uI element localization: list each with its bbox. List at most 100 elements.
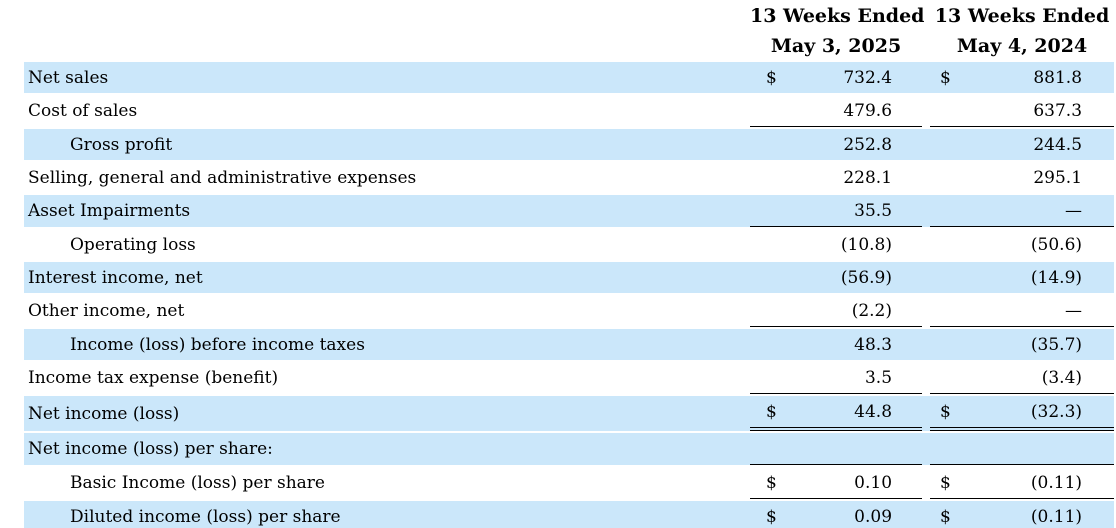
value-2024: (0.11) bbox=[958, 501, 1115, 528]
row-interest-income-net: Interest income, net (56.9) (14.9) bbox=[24, 262, 1115, 293]
row-label: Selling, general and administrative expe… bbox=[28, 167, 417, 188]
value-2024 bbox=[958, 433, 1115, 465]
row-label: Net sales bbox=[24, 62, 750, 93]
currency-spacer bbox=[750, 262, 780, 293]
header-row-date: May 3, 2025 May 4, 2024 bbox=[24, 32, 1114, 60]
column-gap bbox=[922, 129, 931, 160]
row-income-tax-expense: Income tax expense (benefit) 3.5 (3.4) bbox=[24, 362, 1115, 394]
currency-spacer bbox=[750, 433, 780, 465]
column-gap bbox=[922, 162, 930, 193]
value-2024: — bbox=[958, 195, 1115, 227]
value-2025: 35.5 bbox=[780, 195, 923, 227]
currency-spacer bbox=[930, 129, 959, 160]
header-label-spacer bbox=[24, 2, 750, 30]
column-gap bbox=[922, 433, 931, 465]
currency-spacer bbox=[750, 329, 780, 360]
currency-spacer bbox=[750, 229, 780, 260]
header-row-period: 13 Weeks Ended 13 Weeks Ended bbox=[24, 2, 1114, 30]
row-label: Asset Impairments bbox=[24, 195, 750, 227]
column-gap bbox=[922, 62, 931, 93]
value-2025: 0.09 bbox=[780, 501, 923, 528]
column-gap bbox=[922, 262, 931, 293]
currency-symbol: $ bbox=[930, 396, 959, 431]
value-2025: 3.5 bbox=[780, 362, 923, 394]
value-2024: (3.4) bbox=[958, 362, 1115, 394]
value-2025 bbox=[780, 433, 923, 465]
currency-symbol: $ bbox=[750, 501, 780, 528]
value-2024: 637.3 bbox=[958, 95, 1115, 127]
row-label: Basic Income (loss) per share bbox=[70, 473, 325, 493]
value-2025: 479.6 bbox=[780, 95, 923, 127]
currency-spacer bbox=[750, 129, 780, 160]
row-label: Income (loss) before income taxes bbox=[24, 329, 750, 360]
value-2024: (35.7) bbox=[958, 329, 1115, 360]
value-2025: (2.2) bbox=[780, 295, 923, 327]
currency-symbol: $ bbox=[750, 62, 780, 93]
row-other-income-net: Other income, net (2.2) — bbox=[24, 295, 1115, 327]
row-label: Interest income, net bbox=[24, 262, 750, 293]
row-operating-loss: Operating loss (10.8) (50.6) bbox=[24, 229, 1114, 260]
value-2024: 881.8 bbox=[958, 62, 1115, 93]
row-net-sales: Net sales $ 732.4 $ 881.8 bbox=[24, 62, 1115, 93]
currency-spacer bbox=[750, 362, 780, 394]
column-gap bbox=[922, 396, 931, 431]
currency-spacer bbox=[930, 195, 959, 227]
row-label: Income tax expense (benefit) bbox=[28, 368, 279, 388]
column-gap bbox=[922, 329, 931, 360]
header-label-spacer bbox=[24, 32, 750, 60]
row-net-income-loss: Net income (loss) $ 44.8 $ (32.3) bbox=[24, 396, 1115, 431]
currency-symbol: $ bbox=[930, 467, 959, 499]
row-income-before-taxes: Income (loss) before income taxes 48.3 (… bbox=[24, 329, 1115, 360]
currency-spacer bbox=[930, 162, 958, 193]
row-diluted-income-per-share: Diluted income (loss) per share $ 0.09 $… bbox=[24, 501, 1115, 528]
value-2025: 44.8 bbox=[780, 396, 923, 431]
row-net-income-per-share-heading: Net income (loss) per share: bbox=[24, 433, 1115, 465]
table-header: 13 Weeks Ended 13 Weeks Ended May 3, 202… bbox=[24, 2, 1114, 60]
value-2024: (32.3) bbox=[958, 396, 1115, 431]
currency-spacer bbox=[750, 295, 780, 327]
currency-symbol: $ bbox=[930, 501, 959, 528]
row-cost-of-sales: Cost of sales 479.6 637.3 bbox=[24, 95, 1115, 127]
currency-spacer bbox=[750, 95, 780, 127]
period-1-header: 13 Weeks Ended bbox=[750, 5, 925, 27]
currency-spacer bbox=[750, 162, 780, 193]
row-basic-income-per-share: Basic Income (loss) per share $ 0.10 $ (… bbox=[24, 467, 1115, 499]
currency-spacer bbox=[930, 262, 959, 293]
period-1-date: May 3, 2025 bbox=[770, 35, 902, 57]
currency-spacer bbox=[930, 95, 959, 127]
value-2024: (50.6) bbox=[1030, 234, 1083, 255]
column-gap bbox=[922, 32, 930, 60]
row-label: Operating loss bbox=[70, 234, 196, 255]
currency-symbol: $ bbox=[930, 62, 959, 93]
currency-spacer bbox=[750, 195, 780, 227]
column-gap bbox=[922, 295, 930, 327]
row-label: Other income, net bbox=[28, 301, 185, 321]
row-asset-impairments: Asset Impairments 35.5 — bbox=[24, 195, 1115, 227]
income-statement-table: 13 Weeks Ended 13 Weeks Ended May 3, 202… bbox=[24, 0, 1115, 528]
value-2025: 732.4 bbox=[780, 62, 923, 93]
column-gap bbox=[922, 467, 930, 499]
period-2-header: 13 Weeks Ended bbox=[934, 5, 1110, 27]
value-2025: (10.8) bbox=[840, 234, 893, 255]
value-2025: 48.3 bbox=[780, 329, 923, 360]
period-2-date: May 4, 2024 bbox=[956, 35, 1088, 57]
currency-spacer bbox=[930, 433, 959, 465]
value-2024: (14.9) bbox=[958, 262, 1115, 293]
column-gap bbox=[922, 95, 930, 127]
row-label: Gross profit bbox=[24, 129, 750, 160]
row-gross-profit: Gross profit 252.8 244.5 bbox=[24, 129, 1115, 160]
row-label: Diluted income (loss) per share bbox=[24, 501, 750, 528]
value-2025: (56.9) bbox=[780, 262, 923, 293]
currency-spacer bbox=[930, 295, 959, 327]
row-sga-expenses: Selling, general and administrative expe… bbox=[24, 162, 1114, 193]
row-label: Cost of sales bbox=[28, 101, 138, 121]
value-2024: — bbox=[958, 295, 1115, 327]
currency-symbol: $ bbox=[750, 467, 780, 499]
column-gap bbox=[922, 195, 931, 227]
table-body: Net sales $ 732.4 $ 881.8 Cost of sales … bbox=[24, 62, 1115, 528]
value-2025: 0.10 bbox=[780, 467, 923, 499]
currency-spacer bbox=[930, 229, 958, 260]
row-label: Net income (loss) bbox=[24, 396, 750, 431]
value-2024: 295.1 bbox=[1033, 167, 1083, 188]
currency-spacer bbox=[930, 329, 959, 360]
